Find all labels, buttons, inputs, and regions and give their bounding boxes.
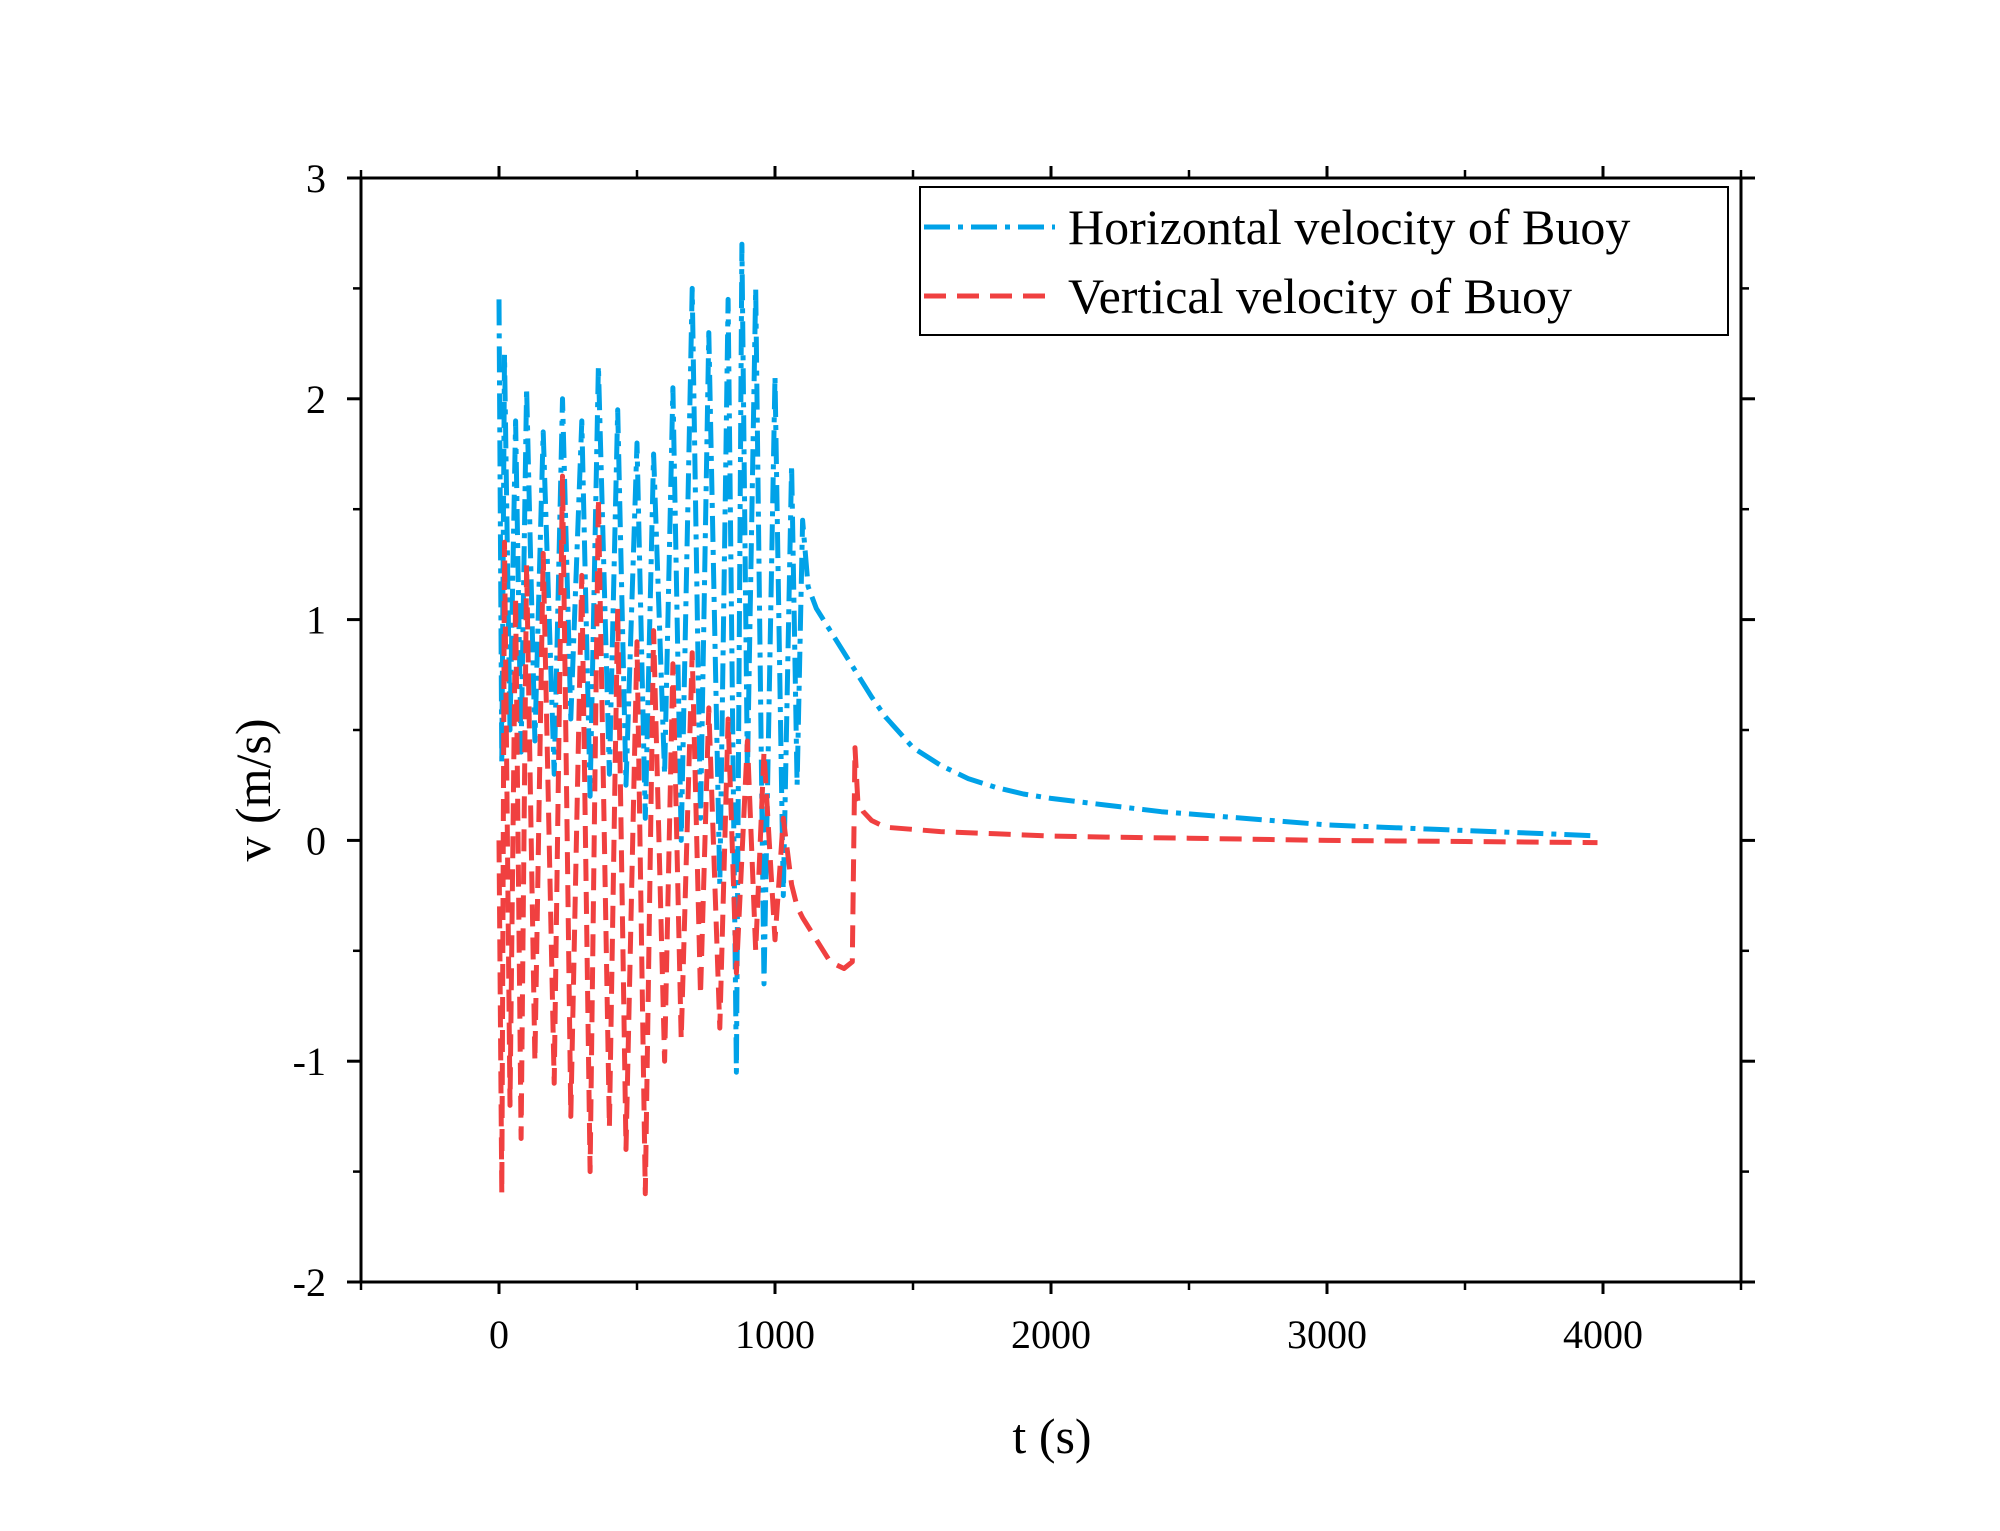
y-axis-title: v (m/s): [225, 718, 281, 861]
x-axis-title: t (s): [1012, 1408, 1091, 1464]
y-tick-label: 3: [306, 156, 326, 201]
y-tick-label: -1: [293, 1039, 326, 1084]
axes-layer: 0 1000 2000 3000 4000 -2 -1 0 1 2 3: [293, 156, 1755, 1357]
legend: Horizontal velocity of Buoy Vertical vel…: [919, 186, 1729, 336]
series-layer: [496, 241, 1598, 1197]
legend-label-vertical: Vertical velocity of Buoy: [1068, 268, 1572, 324]
y-tick-label: 0: [306, 818, 326, 863]
legend-box: [919, 186, 1729, 336]
legend-label-horizontal: Horizontal velocity of Buoy: [1068, 199, 1630, 255]
x-tick-label: 2000: [1011, 1312, 1091, 1357]
series-line-1: [496, 473, 1598, 1197]
y-tick-label: 2: [306, 377, 326, 422]
x-tick-label: 4000: [1563, 1312, 1643, 1357]
series-line-0: [496, 241, 1598, 1075]
y-tick-label: 1: [306, 598, 326, 643]
y-tick-label: -2: [293, 1260, 326, 1305]
x-tick-label: 0: [489, 1312, 509, 1357]
x-tick-label: 1000: [735, 1312, 815, 1357]
x-tick-label: 3000: [1287, 1312, 1367, 1357]
